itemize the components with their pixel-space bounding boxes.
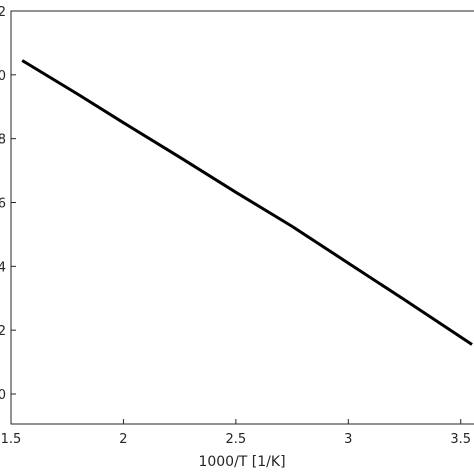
x-tick-label: 3.5	[450, 432, 471, 447]
y-tick-label: 2	[0, 324, 6, 339]
x-tick-label: 1.5	[1, 432, 22, 447]
y-tick-label: 0	[0, 388, 6, 403]
y-tick-label: 10	[0, 69, 6, 84]
series-line	[21, 59, 473, 346]
y-tick-label: 8	[0, 133, 6, 148]
tick-labels: 1.5 2 2.5 3 3.5 0 2 4 6 8 10 12	[0, 5, 471, 447]
x-tick-label: 2	[119, 432, 127, 447]
y-tick-label: 4	[0, 260, 6, 275]
x-axis-label: 1000/T [1/K]	[198, 454, 285, 470]
y-tick-label: 12	[0, 5, 6, 20]
y-tick-label: 6	[0, 197, 6, 212]
x-tick-label: 2.5	[226, 432, 247, 447]
plot-frame	[10, 10, 474, 425]
x-tick-label: 3	[344, 432, 352, 447]
series-layer	[21, 59, 473, 346]
axis-ticks	[10, 10, 462, 424]
